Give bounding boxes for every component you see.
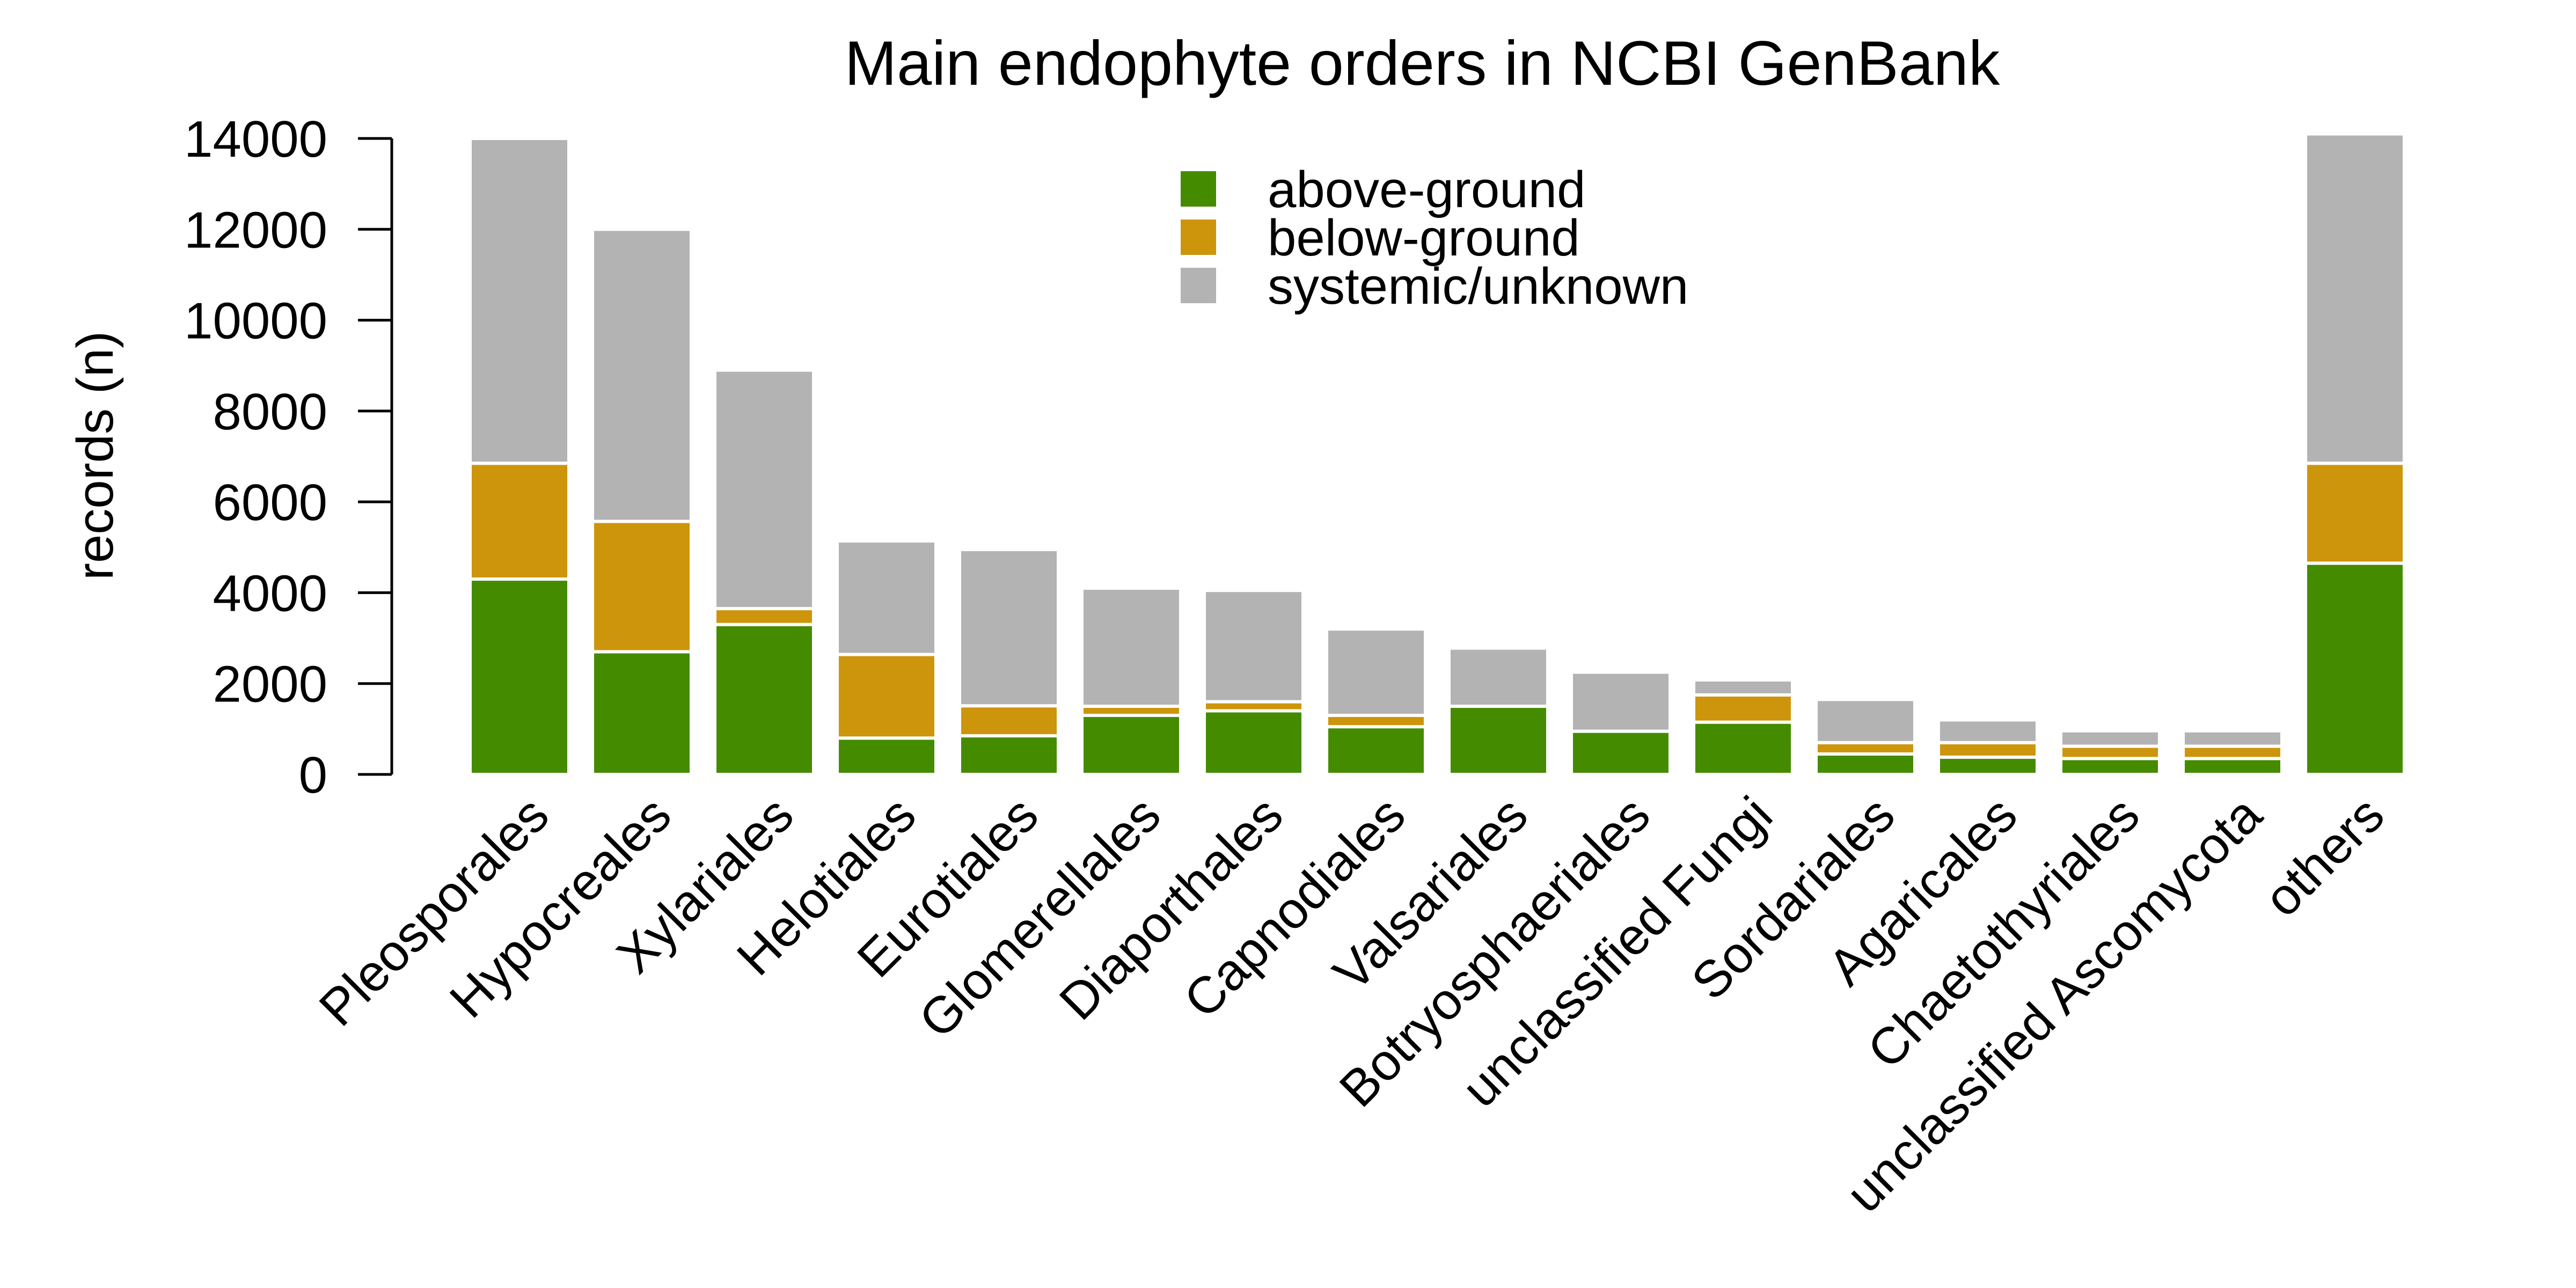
bar-above-ground-agaricales [1937, 755, 2039, 776]
y-tick-label: 10000 [184, 292, 327, 350]
y-tick-label: 8000 [213, 383, 327, 441]
bar-above-ground-hypocreales [591, 650, 693, 776]
legend-swatch-above-ground [1181, 171, 1216, 207]
bar-below-ground-helotiales [836, 653, 938, 740]
bar-below-ground-unclassified-fungi [1692, 693, 1794, 724]
y-axis-label: records (n) [67, 331, 124, 580]
legend-swatch-below-ground [1181, 219, 1216, 255]
bar-below-ground-pleosporales [469, 462, 570, 581]
bar-below-ground-agaricales [1937, 741, 2039, 759]
legend-swatch-systemic-unknown [1181, 268, 1216, 303]
bars [469, 132, 2406, 777]
bar-below-ground-sordariales [1814, 741, 1916, 756]
bar-systemic-unknown-diaporthales [1203, 589, 1305, 704]
bar-systemic-unknown-others [2304, 132, 2406, 465]
bar-systemic-unknown-glomerellales [1080, 586, 1182, 708]
bar-systemic-unknown-eurotiales [958, 548, 1060, 708]
bar-above-ground-sordariales [1814, 752, 1916, 777]
bar-systemic-unknown-xylariales [713, 368, 815, 611]
bar-above-ground-valsariales [1447, 705, 1549, 777]
bar-below-ground-hypocreales [591, 519, 693, 654]
y-tick-label: 6000 [213, 474, 327, 531]
y-tick-label: 12000 [184, 201, 327, 259]
bar-above-ground-diaporthales [1203, 709, 1305, 776]
bar-systemic-unknown-chaetothyriales [2059, 729, 2161, 748]
y-tick-label: 14000 [184, 111, 327, 168]
bar-above-ground-others [2304, 561, 2406, 777]
bar-systemic-unknown-botryosphaeriales [1570, 670, 1672, 733]
legend-label-above-ground: above-ground [1268, 161, 1585, 218]
bar-above-ground-unclassified-fungi [1692, 720, 1794, 777]
x-axis-labels: PleosporalesHypocrealesXylarialesHelotia… [309, 786, 2395, 1224]
bar-above-ground-eurotiales [958, 734, 1060, 777]
bar-systemic-unknown-sordariales [1814, 698, 1916, 744]
chart-title: Main endophyte orders in NCBI GenBank [845, 28, 2000, 98]
bar-above-ground-xylariales [713, 623, 815, 777]
bar-below-ground-capnodiales [1325, 713, 1427, 729]
bar-below-ground-unclassified-ascomycota [2182, 744, 2284, 760]
bar-systemic-unknown-pleosporales [469, 137, 570, 465]
y-tick-label: 0 [299, 747, 327, 804]
bar-above-ground-botryosphaeriales [1570, 729, 1672, 776]
legend-label-systemic-unknown: systemic/unknown [1268, 258, 1688, 315]
bar-systemic-unknown-valsariales [1447, 646, 1549, 708]
bar-above-ground-helotiales [836, 736, 938, 777]
legend-label-below-ground: below-ground [1268, 209, 1580, 267]
bar-above-ground-unclassified-ascomycota [2182, 757, 2284, 776]
x-tick-label: others [2253, 786, 2395, 927]
bar-above-ground-glomerellales [1080, 713, 1182, 776]
bar-systemic-unknown-helotiales [836, 539, 938, 656]
bar-above-ground-capnodiales [1325, 725, 1427, 776]
y-tick-label: 2000 [213, 656, 327, 713]
y-axis: 0 2000 4000 6000 8000 10000 12000 14000 [184, 111, 393, 804]
bar-above-ground-pleosporales [469, 577, 570, 777]
bar-below-ground-chaetothyriales [2059, 744, 2161, 760]
y-tick-label: 4000 [213, 565, 327, 622]
bar-systemic-unknown-unclassified-fungi [1692, 678, 1794, 697]
bar-systemic-unknown-agaricales [1937, 718, 2039, 744]
bar-systemic-unknown-hypocreales [591, 228, 693, 523]
bar-above-ground-chaetothyriales [2059, 757, 2161, 776]
bar-below-ground-xylariales [713, 607, 815, 626]
bar-below-ground-eurotiales [958, 704, 1060, 738]
bar-below-ground-others [2304, 462, 2406, 565]
bar-systemic-unknown-unclassified-ascomycota [2182, 729, 2284, 748]
bar-systemic-unknown-capnodiales [1325, 627, 1427, 717]
